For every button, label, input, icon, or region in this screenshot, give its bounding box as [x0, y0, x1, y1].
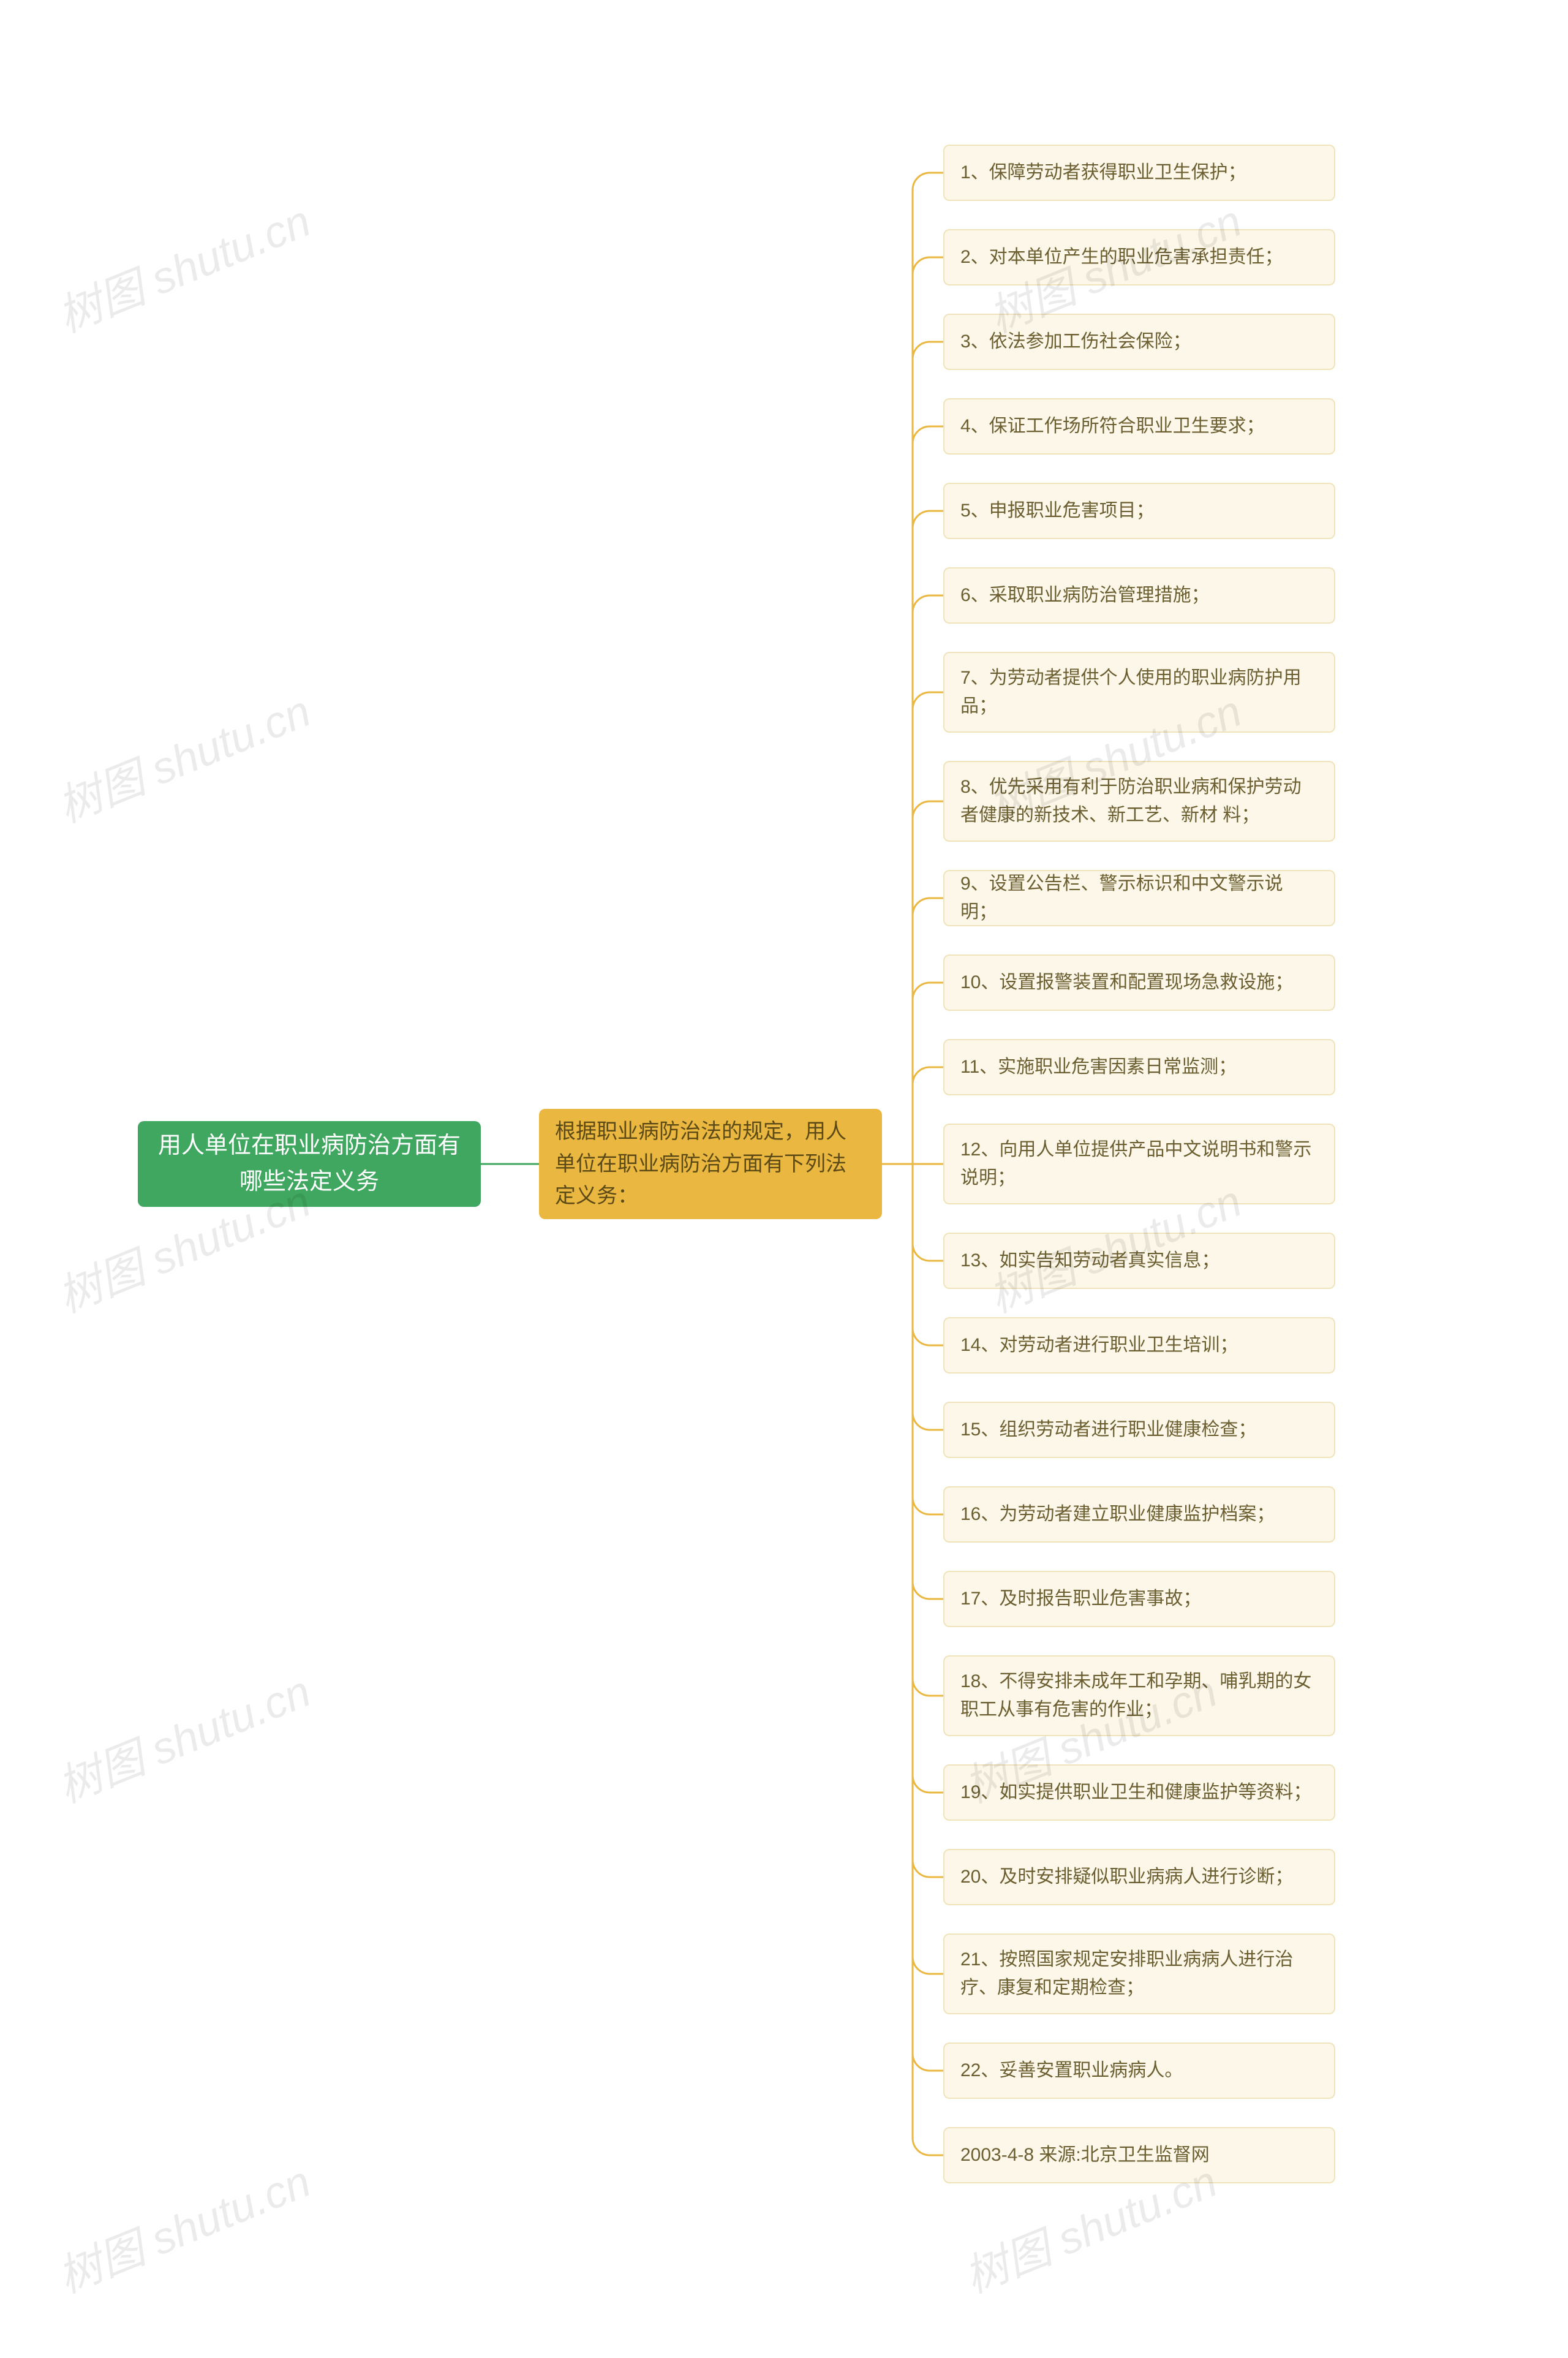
leaf-node: 16、为劳动者建立职业健康监护档案；	[943, 1486, 1335, 1543]
leaf-label: 7、为劳动者提供个人使用的职业病防护用品；	[960, 664, 1318, 721]
leaf-label: 16、为劳动者建立职业健康监护档案；	[960, 1500, 1275, 1529]
leaf-label: 5、申报职业危害项目；	[960, 497, 1155, 526]
leaf-label: 4、保证工作场所符合职业卫生要求；	[960, 412, 1265, 441]
leaf-label: 11、实施职业危害因素日常监测；	[960, 1053, 1237, 1082]
leaf-node: 10、设置报警装置和配置现场急救设施；	[943, 954, 1335, 1011]
leaf-label: 13、如实告知劳动者真实信息；	[960, 1247, 1219, 1275]
mindmap-canvas: 用人单位在职业病防治方面有哪些法定义务 根据职业病防治法的规定，用人单位在职业病…	[0, 0, 1568, 2358]
leaf-node: 20、及时安排疑似职业病病人进行诊断；	[943, 1849, 1335, 1905]
leaf-node: 17、及时报告职业危害事故；	[943, 1571, 1335, 1627]
leaf-label: 2003-4-8 来源:北京卫生监督网	[960, 2141, 1210, 2170]
leaf-label: 8、优先采用有利于防治职业病和保护劳动者健康的新技术、新工艺、新材 料；	[960, 773, 1318, 830]
leaf-label: 20、及时安排疑似职业病病人进行诊断；	[960, 1863, 1293, 1892]
root-label: 用人单位在职业病防治方面有哪些法定义务	[154, 1128, 465, 1200]
leaf-label: 1、保障劳动者获得职业卫生保护；	[960, 159, 1246, 187]
leaf-label: 3、依法参加工伤社会保险；	[960, 328, 1191, 357]
leaf-label: 2、对本单位产生的职业危害承担责任；	[960, 243, 1283, 272]
watermark: 树图 shutu.cn	[47, 185, 318, 345]
leaf-label: 17、及时报告职业危害事故；	[960, 1585, 1201, 1614]
leaf-label: 22、妥善安置职业病病人。	[960, 2057, 1183, 2085]
leaf-label: 19、如实提供职业卫生和健康监护等资料；	[960, 1778, 1311, 1807]
leaf-node: 7、为劳动者提供个人使用的职业病防护用品；	[943, 652, 1335, 733]
leaf-label: 10、设置报警装置和配置现场急救设施；	[960, 969, 1293, 997]
leaf-label: 12、向用人单位提供产品中文说明书和警示说明；	[960, 1136, 1318, 1193]
leaf-node: 15、组织劳动者进行职业健康检查；	[943, 1402, 1335, 1458]
leaf-node: 22、妥善安置职业病病人。	[943, 2042, 1335, 2099]
leaf-label: 14、对劳动者进行职业卫生培训；	[960, 1331, 1238, 1360]
mid-label: 根据职业病防治法的规定，用人单位在职业病防治方面有下列法定义务：	[555, 1116, 866, 1212]
leaf-node: 11、实施职业危害因素日常监测；	[943, 1039, 1335, 1095]
leaf-node: 9、设置公告栏、警示标识和中文警示说明；	[943, 870, 1335, 926]
leaf-node: 13、如实告知劳动者真实信息；	[943, 1233, 1335, 1289]
leaf-node: 12、向用人单位提供产品中文说明书和警示说明；	[943, 1124, 1335, 1204]
watermark: 树图 shutu.cn	[47, 1655, 318, 1815]
leaf-node: 4、保证工作场所符合职业卫生要求；	[943, 398, 1335, 455]
leaf-node: 8、优先采用有利于防治职业病和保护劳动者健康的新技术、新工艺、新材 料；	[943, 761, 1335, 842]
leaf-node: 19、如实提供职业卫生和健康监护等资料；	[943, 1764, 1335, 1821]
watermark: 树图 shutu.cn	[47, 675, 318, 835]
root-node: 用人单位在职业病防治方面有哪些法定义务	[138, 1121, 481, 1207]
leaf-label: 15、组织劳动者进行职业健康检查；	[960, 1416, 1256, 1445]
leaf-node: 1、保障劳动者获得职业卫生保护；	[943, 145, 1335, 201]
leaf-label: 21、按照国家规定安排职业病病人进行治疗、康复和定期检查；	[960, 1946, 1318, 2003]
leaf-node: 5、申报职业危害项目；	[943, 483, 1335, 539]
watermark: 树图 shutu.cn	[47, 2145, 318, 2305]
leaf-node: 18、不得安排未成年工和孕期、哺乳期的女职工从事有危害的作业；	[943, 1655, 1335, 1736]
leaf-node: 3、依法参加工伤社会保险；	[943, 314, 1335, 370]
leaf-label: 9、设置公告栏、警示标识和中文警示说明；	[960, 870, 1318, 927]
mid-node: 根据职业病防治法的规定，用人单位在职业病防治方面有下列法定义务：	[539, 1109, 882, 1219]
leaf-label: 6、采取职业病防治管理措施；	[960, 581, 1210, 610]
leaf-node: 2、对本单位产生的职业危害承担责任；	[943, 229, 1335, 285]
leaf-node: 21、按照国家规定安排职业病病人进行治疗、康复和定期检查；	[943, 1933, 1335, 2014]
leaf-node: 6、采取职业病防治管理措施；	[943, 567, 1335, 624]
leaf-node: 2003-4-8 来源:北京卫生监督网	[943, 2127, 1335, 2183]
leaf-node: 14、对劳动者进行职业卫生培训；	[943, 1317, 1335, 1374]
leaf-label: 18、不得安排未成年工和孕期、哺乳期的女职工从事有危害的作业；	[960, 1668, 1318, 1725]
